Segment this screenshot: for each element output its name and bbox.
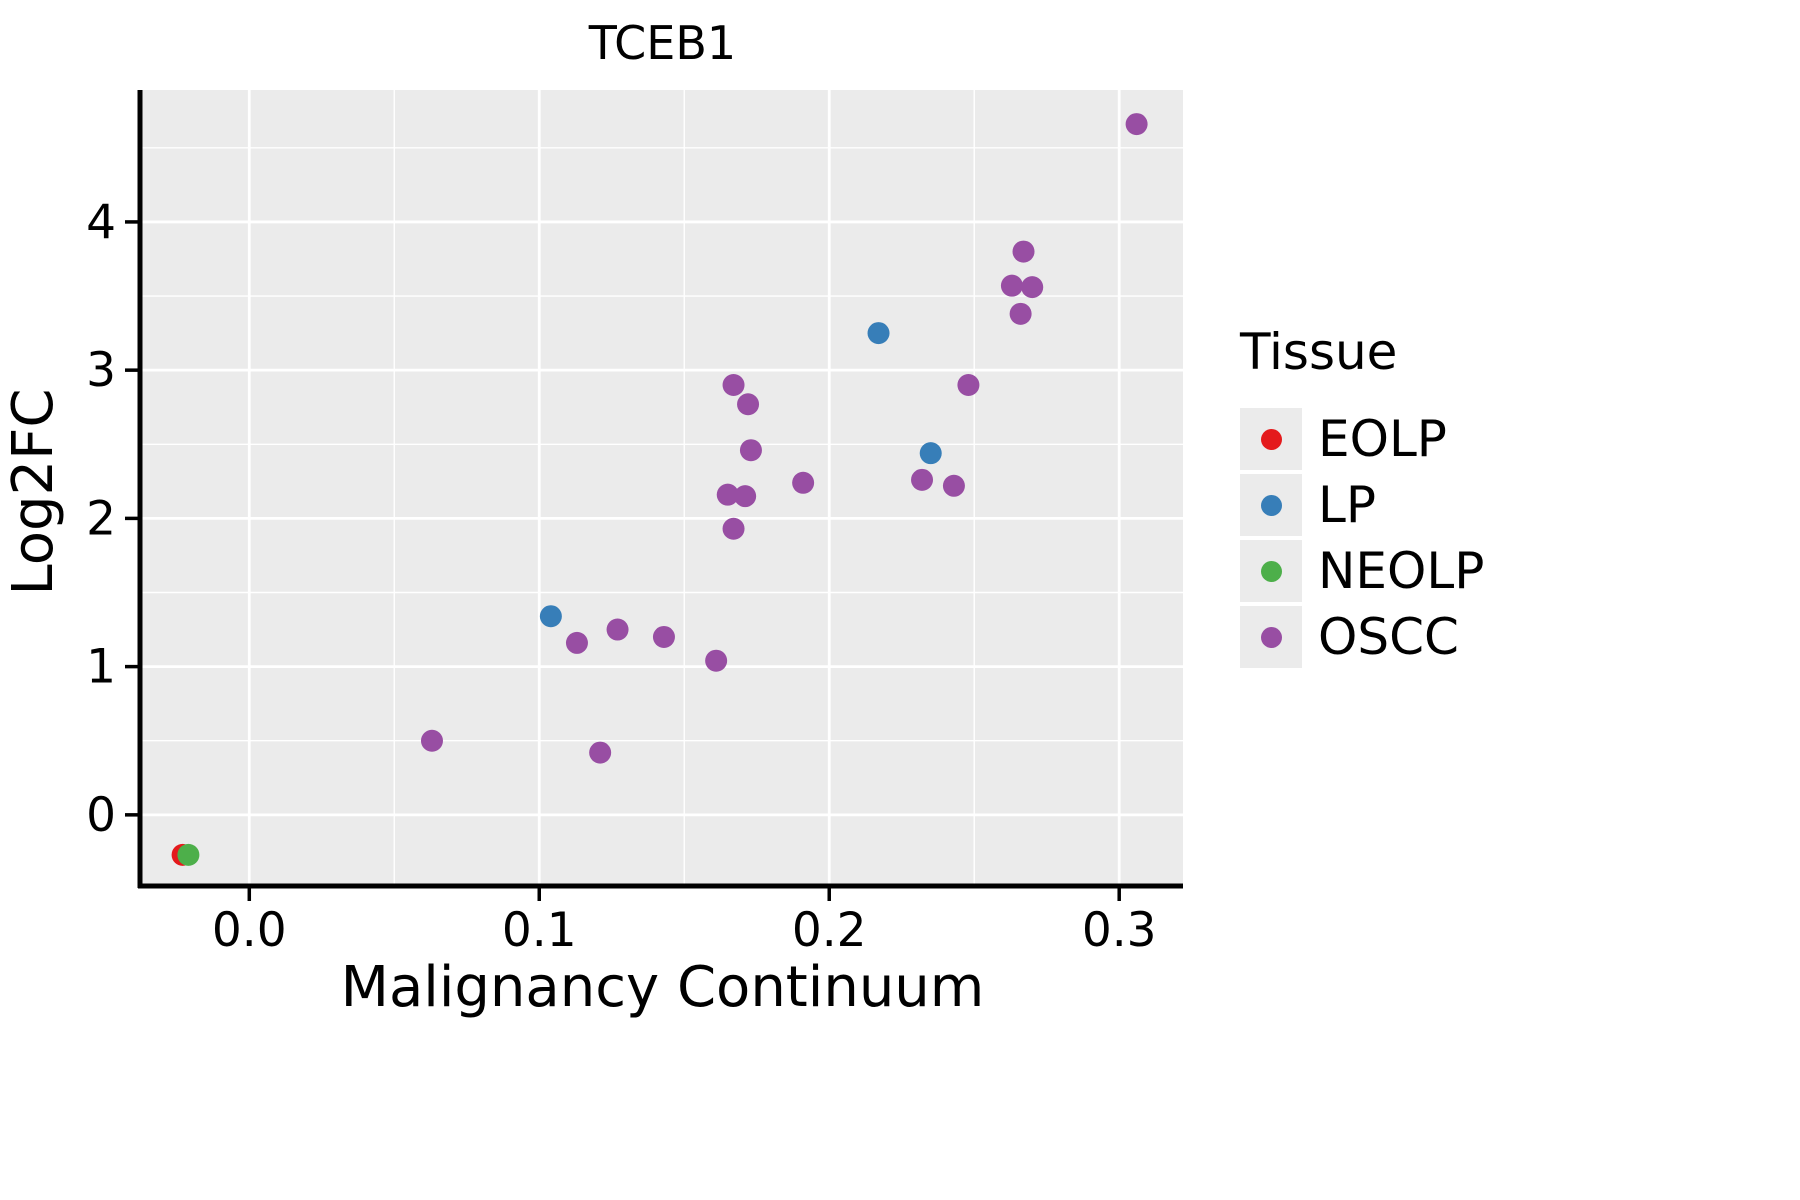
legend-label: EOLP <box>1318 410 1447 468</box>
point-oscc <box>565 631 588 654</box>
point-oscc <box>589 741 612 764</box>
legend-item-oscc: OSCC <box>1240 604 1484 670</box>
legend-title: Tissue <box>1240 323 1398 381</box>
y-tick-label: 3 <box>86 343 116 398</box>
legend-key <box>1240 474 1302 536</box>
point-oscc <box>716 483 739 506</box>
x-tick-label: 0.0 <box>212 903 287 958</box>
legend-dot-eolp <box>1260 428 1282 450</box>
point-neolp <box>177 843 200 866</box>
y-axis-label: Log2FC <box>1 388 66 596</box>
point-oscc <box>737 393 760 416</box>
legend-items: EOLP LP NEOLP OSCC <box>1240 406 1484 670</box>
plot-panel <box>142 90 1183 886</box>
legend-label: OSCC <box>1318 608 1459 666</box>
point-oscc <box>1125 113 1148 136</box>
x-tick-label: 0.1 <box>502 903 577 958</box>
point-oscc <box>911 468 934 491</box>
legend: Tissue EOLP LP NEOLP OSCC <box>1240 322 1484 670</box>
point-oscc <box>1009 302 1032 325</box>
point-oscc <box>1021 276 1044 299</box>
point-oscc <box>722 517 745 540</box>
legend-key <box>1240 540 1302 602</box>
y-tick-label: 2 <box>86 491 116 546</box>
y-tick-label: 1 <box>86 640 116 695</box>
legend-item-neolp: NEOLP <box>1240 538 1484 604</box>
legend-label: NEOLP <box>1318 542 1485 600</box>
point-lp <box>867 322 890 345</box>
legend-key <box>1240 606 1302 668</box>
point-oscc <box>792 471 815 494</box>
legend-item-eolp: EOLP <box>1240 406 1484 472</box>
point-oscc <box>739 439 762 462</box>
legend-dot-oscc <box>1260 626 1282 648</box>
legend-dot-lp <box>1260 494 1282 516</box>
y-tick-label: 0 <box>86 788 116 843</box>
legend-item-lp: LP <box>1240 472 1484 538</box>
point-oscc <box>734 485 757 508</box>
point-oscc <box>705 649 728 672</box>
point-oscc <box>420 729 443 752</box>
point-oscc <box>652 625 675 648</box>
point-oscc <box>606 618 629 641</box>
chart-title: TCEB1 <box>588 16 737 70</box>
legend-dot-neolp <box>1260 560 1282 582</box>
point-oscc <box>1012 240 1035 263</box>
x-axis-label: Malignancy Continuum <box>340 955 985 1020</box>
point-lp <box>919 442 942 465</box>
point-lp <box>539 605 562 628</box>
point-oscc <box>722 373 745 396</box>
legend-label: LP <box>1318 476 1377 534</box>
x-tick-label: 0.3 <box>1082 903 1157 958</box>
x-tick-label: 0.2 <box>792 903 867 958</box>
legend-key <box>1240 408 1302 470</box>
point-oscc <box>942 474 965 497</box>
y-tick-label: 4 <box>86 195 116 250</box>
point-oscc <box>957 373 980 396</box>
point-oscc <box>1000 274 1023 297</box>
